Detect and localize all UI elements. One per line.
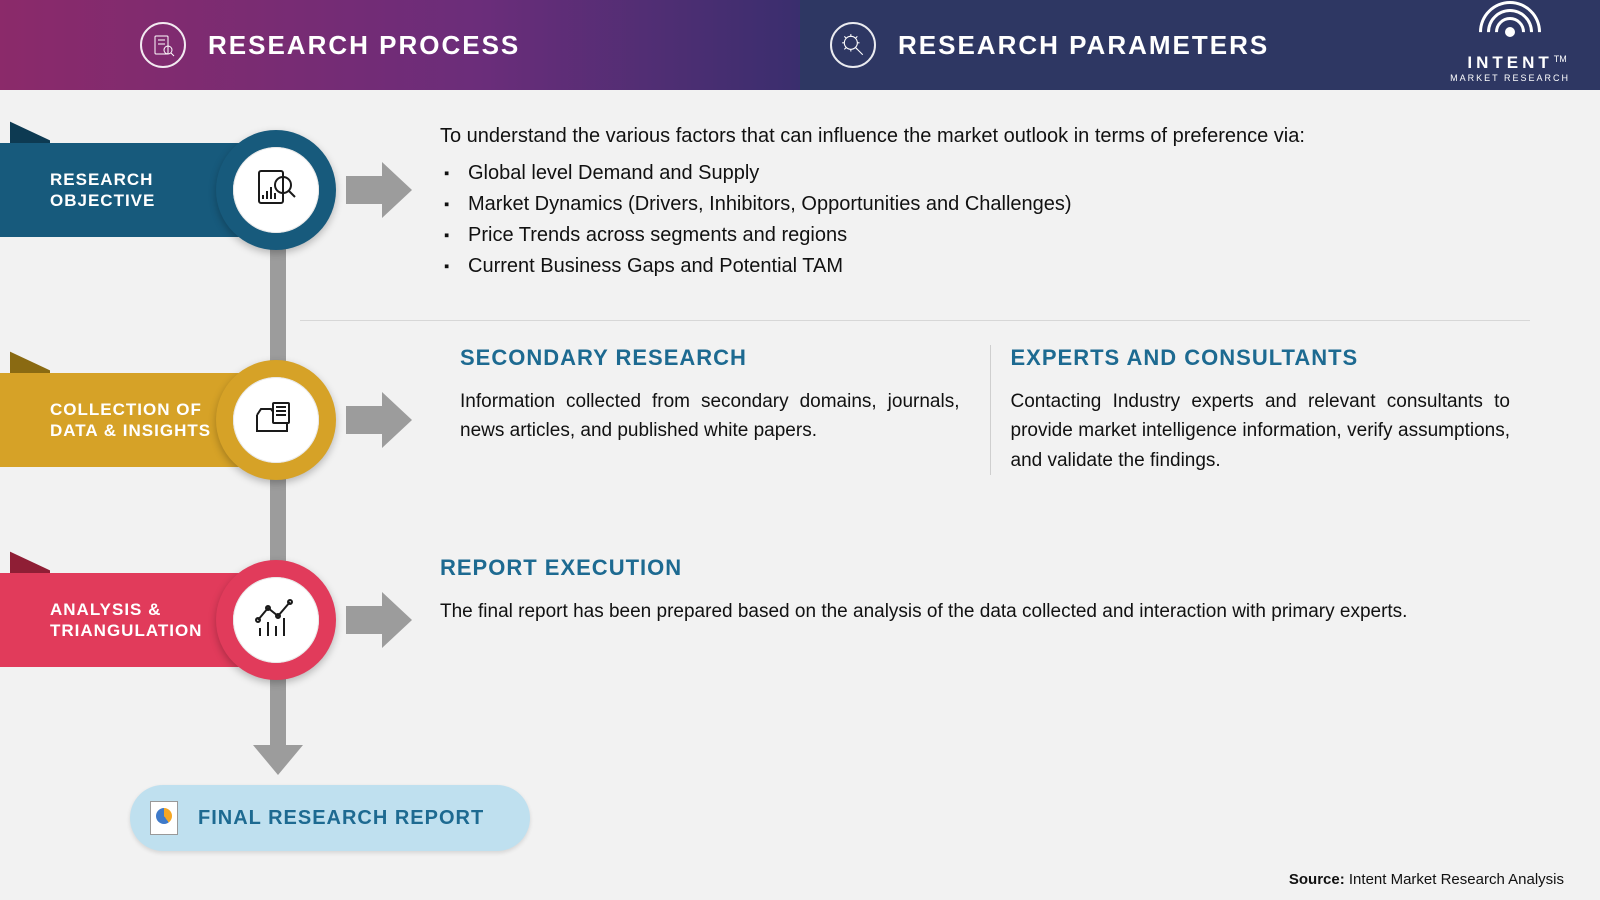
connector-3 (270, 678, 286, 748)
header-left-title: RESEARCH PROCESS (208, 30, 520, 61)
body-text: Information collected from secondary dom… (460, 387, 960, 446)
arrow-down-icon (253, 745, 303, 775)
arrow-right-icon (346, 392, 416, 448)
chart-line-icon (250, 594, 302, 646)
subheading: EXPERTS AND CONSULTANTS (1011, 345, 1511, 371)
col-secondary-research: SECONDARY RESEARCH Information collected… (440, 345, 980, 475)
step-label-text: RESEARCH OBJECTIVE (50, 169, 155, 212)
bullet-item: Global level Demand and Supply (468, 162, 1530, 185)
arrow-right-icon (346, 162, 416, 218)
col-experts: EXPERTS AND CONSULTANTS Contacting Indus… (990, 345, 1531, 475)
intro-text: To understand the various factors that c… (440, 125, 1530, 148)
arrow-right-icon (346, 592, 416, 648)
step-label: COLLECTION OF DATA & INSIGHTS (0, 373, 240, 467)
step-analysis: ANALYSIS & TRIANGULATION (0, 560, 416, 680)
step-medallion (216, 130, 336, 250)
source-label: Source: (1289, 871, 1345, 888)
final-label: FINAL RESEARCH REPORT (198, 807, 484, 830)
logo-subtitle: MARKET RESEARCH (1450, 73, 1570, 83)
step-label: RESEARCH OBJECTIVE (0, 143, 240, 237)
folder-doc-icon (251, 395, 301, 445)
source-attribution: Source: Intent Market Research Analysis (1289, 871, 1564, 888)
report-doc-icon (150, 801, 178, 835)
process-icon (140, 22, 186, 68)
step-label-text: ANALYSIS & TRIANGULATION (50, 599, 202, 642)
wifi-arcs-icon (1478, 10, 1542, 54)
body-text: The final report has been prepared based… (440, 597, 1530, 626)
header-bar: RESEARCH PROCESS RESEARCH PARAMETERS INT… (0, 0, 1600, 90)
step-label: ANALYSIS & TRIANGULATION (0, 573, 240, 667)
bullet-item: Current Business Gaps and Potential TAM (468, 255, 1530, 278)
brand-logo: INTENT TM MARKET RESEARCH (1450, 10, 1570, 83)
source-value: Intent Market Research Analysis (1349, 871, 1564, 888)
bullet-list: Global level Demand and Supply Market Dy… (440, 162, 1530, 278)
logo-name: INTENT (1467, 54, 1552, 71)
header-right-title: RESEARCH PARAMETERS (898, 30, 1269, 61)
subheading: REPORT EXECUTION (440, 555, 1530, 581)
content-collection: SECONDARY RESEARCH Information collected… (440, 345, 1530, 475)
content-research-objective: To understand the various factors that c… (440, 125, 1530, 286)
separator (300, 320, 1530, 321)
step-collection: COLLECTION OF DATA & INSIGHTS (0, 360, 416, 480)
step-medallion (216, 560, 336, 680)
diagram-area: RESEARCH OBJECTIVE COLLECTION OF DATA & … (0, 90, 1600, 900)
content-analysis: REPORT EXECUTION The final report has be… (440, 555, 1530, 626)
logo-tm: TM (1554, 54, 1567, 64)
body-text: Contacting Industry experts and relevant… (1011, 387, 1511, 475)
step-research-objective: RESEARCH OBJECTIVE (0, 130, 416, 250)
final-report-pill: FINAL RESEARCH REPORT (130, 785, 530, 851)
parameters-icon (830, 22, 876, 68)
header-left: RESEARCH PROCESS (0, 0, 800, 90)
step-medallion (216, 360, 336, 480)
step-label-text: COLLECTION OF DATA & INSIGHTS (50, 399, 211, 442)
doc-magnify-icon (251, 165, 301, 215)
bullet-item: Price Trends across segments and regions (468, 224, 1530, 247)
subheading: SECONDARY RESEARCH (460, 345, 960, 371)
bullet-item: Market Dynamics (Drivers, Inhibitors, Op… (468, 193, 1530, 216)
